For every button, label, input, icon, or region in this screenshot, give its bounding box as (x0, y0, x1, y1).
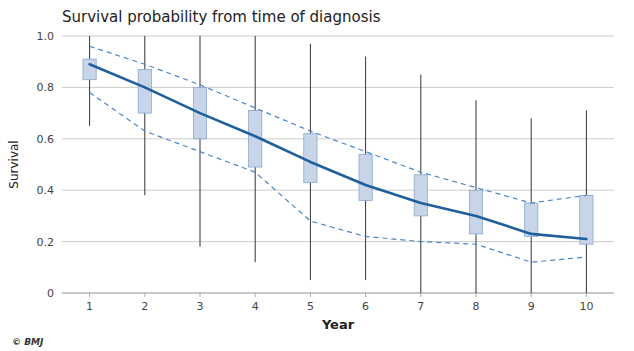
x-tick-label: 6 (362, 300, 369, 313)
x-tick (531, 293, 532, 297)
y-axis-label: Survival (7, 140, 21, 188)
x-tick (586, 293, 587, 297)
whisker (144, 36, 145, 195)
box (83, 59, 96, 80)
y-tick-label: 0.8 (37, 81, 55, 94)
whisker (200, 36, 201, 247)
box (304, 134, 317, 183)
x-axis-label: Year (321, 317, 355, 332)
x-tick (310, 293, 311, 297)
y-tick-label: 0.4 (37, 184, 55, 197)
title: Survival probability from time of diagno… (62, 8, 381, 26)
x-tick (89, 293, 90, 297)
x-tick (420, 293, 421, 297)
survival-line (90, 64, 587, 239)
annotation: © BMJ (12, 337, 44, 347)
box (359, 154, 372, 200)
y-tick-label: 0 (47, 287, 54, 300)
y-tick-label: 0.6 (37, 133, 55, 146)
x-tick-label: 1 (86, 300, 93, 313)
y-tick-label: 1.0 (37, 30, 55, 43)
box (580, 195, 593, 244)
x-tick-label: 5 (307, 300, 314, 313)
plot-area (83, 36, 593, 293)
x-tick-label: 7 (417, 300, 424, 313)
x-tick (365, 293, 366, 297)
box (469, 190, 482, 234)
x-tick-label: 3 (197, 300, 204, 313)
whisker (89, 36, 90, 126)
x-tick-label: 9 (528, 300, 535, 313)
ci-line (90, 46, 587, 203)
y-tick-label: 0.2 (37, 236, 55, 249)
x-tick-label: 10 (579, 300, 593, 313)
x-tick (200, 293, 201, 297)
ci-line (90, 93, 587, 263)
chart: Survival probability from time of diagno… (0, 0, 634, 351)
x-tick-label: 8 (473, 300, 480, 313)
box (138, 69, 151, 113)
x-tick-label: 4 (252, 300, 259, 313)
x-tick (255, 293, 256, 297)
x-tick (144, 293, 145, 297)
box (414, 175, 427, 216)
x-tick-label: 2 (141, 300, 148, 313)
x-tick (476, 293, 477, 297)
